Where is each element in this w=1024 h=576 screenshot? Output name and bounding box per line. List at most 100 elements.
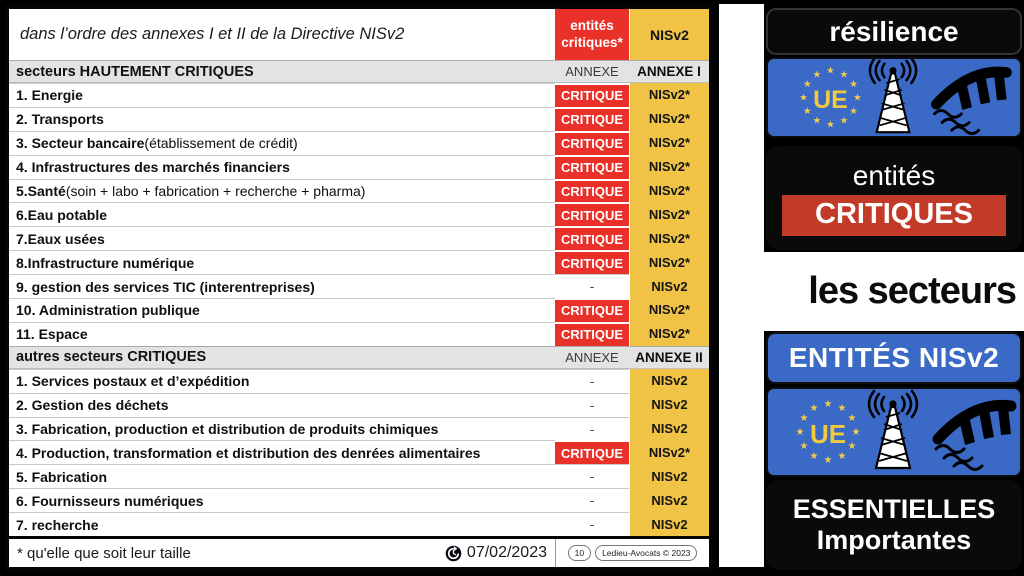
- sector-label: 3. Fabrication, production et distributi…: [9, 416, 555, 441]
- sector-row: 1. Services postaux et d’expédition - NISv…: [9, 368, 709, 393]
- section-title: autres secteurs CRITIQUES: [16, 349, 207, 366]
- nisv2-cell: NISv2: [629, 368, 709, 393]
- sector-label-main: 4. Infrastructures des marchés financier…: [16, 159, 290, 176]
- sector-row: 10. Administration publique CRITIQUE NISv2…: [9, 298, 709, 322]
- date-group: 07/02/2023: [445, 544, 547, 562]
- sector-label: 7.Eaux usées: [9, 226, 555, 250]
- sector-label: 6.Eau potable: [9, 202, 555, 226]
- nisv2-cell: NISv2*: [629, 178, 709, 203]
- critique-cell: -: [555, 368, 629, 393]
- nisv2-cell: NISv2*: [629, 83, 709, 107]
- sector-label: 5. Fabrication: [9, 464, 555, 488]
- sector-label-main: 5. Fabrication: [16, 468, 108, 485]
- nisv2-cell: NISv2*: [629, 154, 709, 179]
- annexe-label: ANNEXE: [565, 64, 619, 79]
- nisv2-cell: NISv2*: [629, 298, 709, 322]
- sector-label-main: 2. Transports: [16, 111, 104, 128]
- clock-icon: [445, 545, 462, 561]
- nisv2-cell: NISv2*: [629, 250, 709, 275]
- sector-label: 4. Production, transformation et distrib…: [9, 440, 555, 464]
- sector-label: 2. Gestion des déchets: [9, 392, 555, 417]
- critique-cell: CRITIQUE: [555, 226, 629, 251]
- column-header-nisv2: NISv2: [629, 9, 709, 60]
- sector-label: 9. gestion des services TIC (interentrep…: [9, 274, 555, 298]
- nisv2-cell: NISv2: [629, 416, 709, 441]
- entites-nisv2-badge: ENTITÉS NISv2: [766, 332, 1022, 384]
- annexe-label: ANNEXE: [565, 349, 619, 365]
- sector-row: 1. Energie CRITIQUE NISv2*: [9, 83, 709, 107]
- resilience-badge: résilience: [766, 8, 1022, 55]
- importantes-label: Importantes: [816, 525, 972, 555]
- critique-cell: -: [555, 392, 629, 417]
- column-header-entites-critiques: entités critiques*: [555, 9, 629, 60]
- eu-nis2-badge-top: [766, 57, 1022, 138]
- essentielles-label: ESSENTIELLES: [792, 493, 996, 524]
- sector-label: 6. Fournisseurs numériques: [9, 488, 555, 512]
- page-number-badge: 10: [567, 545, 592, 561]
- footer-right: 10 Ledieu-Avocats © 2023: [555, 539, 709, 567]
- sector-label-main: 6.Eau potable: [16, 206, 108, 223]
- section-title: secteurs HAUTEMENT CRITIQUES: [16, 63, 254, 80]
- nisv2-cell: NISv2: [629, 464, 709, 489]
- critique-cell: -: [555, 274, 629, 299]
- critique-cell: CRITIQUE: [555, 178, 629, 203]
- credit-badge: Ledieu-Avocats © 2023: [595, 545, 698, 561]
- sector-row: 7. recherche - NISv2: [9, 512, 709, 537]
- sector-row: 6.Eau potable CRITIQUE NISv2*: [9, 202, 709, 227]
- nisv2-cell: NISv2*: [629, 202, 709, 227]
- critique-cell: CRITIQUE: [555, 298, 629, 322]
- nisv2-cell: NISv2*: [629, 130, 709, 155]
- annexe-value: ANNEXE I: [637, 64, 701, 79]
- sector-label-main: 10. Administration publique: [16, 302, 200, 319]
- critique-cell: CRITIQUE: [555, 130, 629, 155]
- nisv2-cell: NISv2*: [629, 321, 709, 346]
- sector-label: 1. Energie: [9, 83, 555, 107]
- sector-label-main: 7. recherche: [16, 516, 99, 533]
- sector-label-note: (soin + labo + fabrication + recherche +…: [65, 183, 366, 199]
- sector-label-main: 1. Energie: [16, 87, 83, 104]
- footer-left: * qu'elle que soit leur taille 07/02/202…: [9, 539, 555, 567]
- critique-cell: CRITIQUE: [555, 440, 629, 465]
- table-header-row: dans l’ordre des annexes I et II de la D…: [9, 9, 709, 60]
- section-header-row: autres secteurs CRITIQUES ANNEXE ANNEXE II: [9, 345, 709, 369]
- eu-nis2-art-bottom: [768, 389, 1020, 475]
- section-header-row: secteurs HAUTEMENT CRITIQUES ANNEXE ANNEXE…: [9, 60, 709, 83]
- entites-label: entités: [852, 160, 936, 191]
- critiques-label: CRITIQUES: [782, 195, 1006, 236]
- critique-cell: -: [555, 512, 629, 537]
- table-body: secteurs HAUTEMENT CRITIQUES ANNEXE ANNEXE…: [9, 60, 709, 537]
- sector-row: 7.Eaux usées CRITIQUE NISv2*: [9, 226, 709, 251]
- sector-row: 3. Fabrication, production et distributi…: [9, 416, 709, 441]
- sector-label-note: (établissement de crédit): [144, 135, 298, 152]
- sector-label: 10. Administration publique: [9, 298, 555, 322]
- critique-cell: -: [555, 416, 629, 441]
- sector-row: 2. Gestion des déchets - NISv2: [9, 392, 709, 417]
- sector-label: 4. Infrastructures des marchés financier…: [9, 154, 555, 179]
- nisv2-cell: NISv2: [629, 274, 709, 299]
- resilience-label: résilience: [829, 15, 959, 47]
- sector-label: 5.Santé (soin + labo + fabrication + rec…: [9, 178, 555, 203]
- sector-label-main: 11. Espace: [16, 326, 88, 343]
- critique-cell: CRITIQUE: [555, 154, 629, 179]
- entites-nisv2-label: ENTITÉS NISv2: [788, 342, 1000, 373]
- sector-row: 2. Transports CRITIQUE NISv2*: [9, 106, 709, 131]
- sector-label-main: 9. gestion des services TIC (interentrep…: [16, 278, 315, 295]
- nisv2-cell: NISv2*: [629, 440, 709, 465]
- table-caption: dans l’ordre des annexes I et II de la D…: [20, 25, 405, 43]
- sector-row: 8.Infrastructure numérique CRITIQUE NISv2*: [9, 250, 709, 275]
- sector-row: 6. Fournisseurs numériques - NISv2: [9, 488, 709, 513]
- critique-cell: CRITIQUE: [555, 250, 629, 275]
- sector-label-main: 7.Eaux usées: [16, 230, 105, 247]
- essentielles-importantes-badge: ESSENTIELLES Importantes: [766, 480, 1022, 570]
- sector-label: 1. Services postaux et d’expédition: [9, 368, 555, 393]
- sector-label: 8.Infrastructure numérique: [9, 250, 555, 274]
- sector-label: 3. Secteur bancaire (établissement de cr…: [9, 130, 555, 155]
- annexe-value: ANNEXE II: [635, 349, 703, 365]
- nisv2-cell: NISv2*: [629, 106, 709, 131]
- eu-nis2-badge-bottom: [766, 387, 1022, 477]
- date-text: 07/02/2023: [466, 544, 547, 561]
- critique-cell: -: [555, 464, 629, 489]
- sector-label: 7. recherche: [9, 512, 555, 536]
- eu-nis2-art-top: [768, 59, 1020, 136]
